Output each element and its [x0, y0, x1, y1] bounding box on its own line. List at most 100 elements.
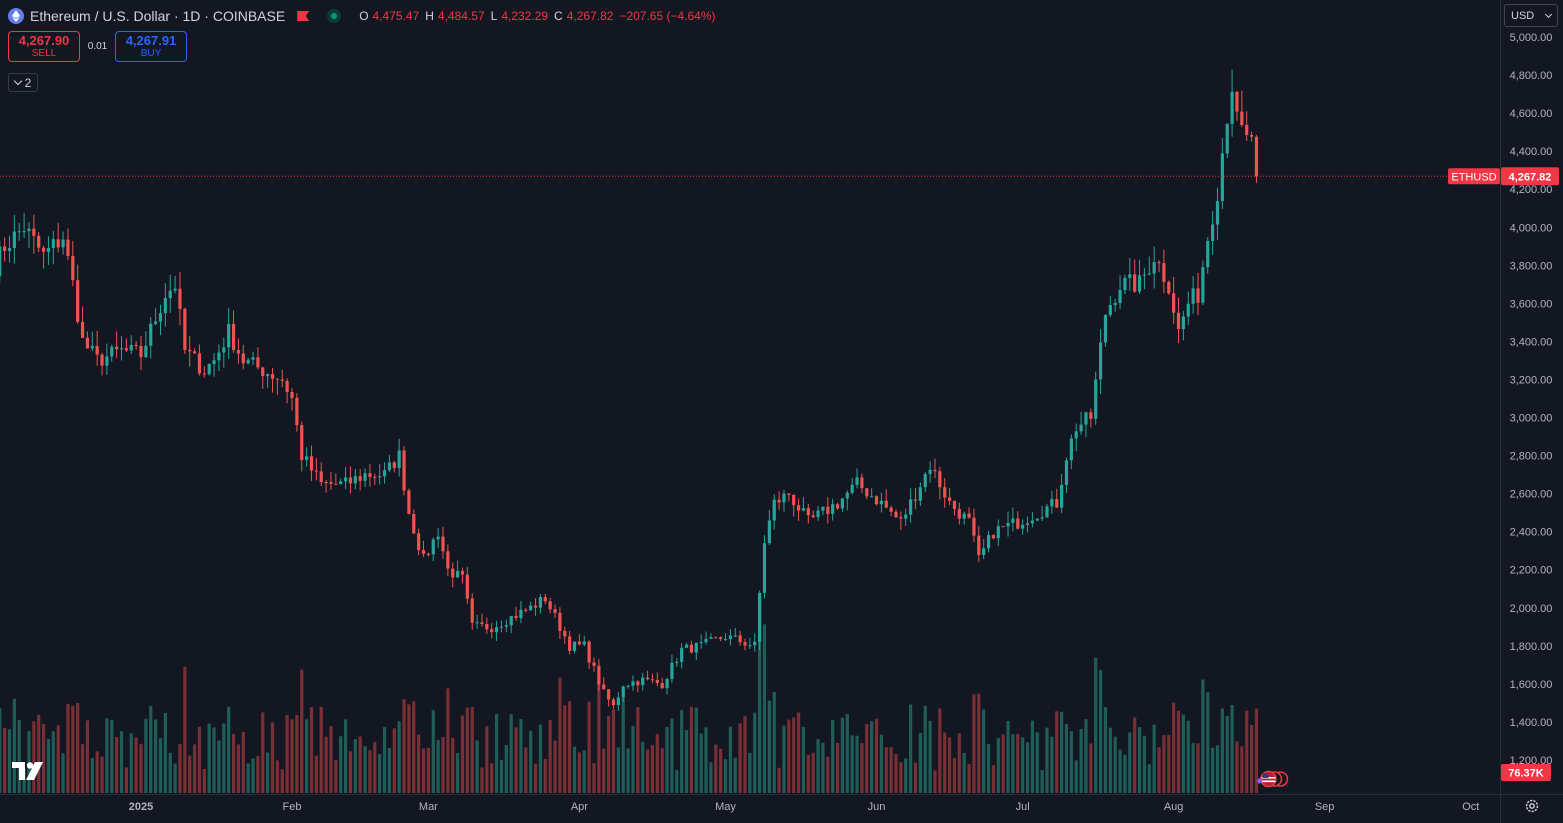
- volume-bar: [524, 747, 528, 793]
- volume-bar: [1152, 724, 1156, 793]
- candle-up: [704, 631, 708, 645]
- volume-bar: [1035, 732, 1039, 793]
- ethereum-icon[interactable]: [8, 8, 24, 24]
- last-price-badge: ETHUSD 4,267.82: [1448, 167, 1559, 186]
- volume-bar: [46, 738, 51, 793]
- indicators-toggle-button[interactable]: 2: [8, 73, 38, 92]
- tradingview-logo-icon[interactable]: [12, 762, 44, 780]
- volume-bar: [139, 744, 143, 793]
- volume-bar: [197, 726, 202, 793]
- market-status-icon[interactable]: [327, 9, 342, 23]
- volume-bar: [870, 721, 874, 793]
- volume-bar: [1055, 711, 1059, 793]
- buy-button[interactable]: 4,267.91 BUY: [115, 31, 187, 62]
- volume-bar: [1249, 725, 1254, 793]
- price-tick-label: 4,400.00: [1510, 146, 1553, 158]
- candle-up: [105, 343, 109, 375]
- symbol-legend: Ethereum / U.S. Dollar · 1D · COINBASE O…: [8, 6, 718, 26]
- volume-bar: [275, 760, 279, 793]
- volume-bar: [295, 715, 299, 793]
- price-tick-label: 2,200.00: [1510, 565, 1553, 577]
- candle-down: [514, 606, 518, 621]
- candle-up: [436, 528, 440, 549]
- candle-down: [241, 344, 245, 370]
- candle-down: [991, 534, 996, 540]
- volume-bar: [909, 704, 913, 793]
- diamond-icon[interactable]: [1256, 778, 1263, 784]
- volume-bar: [577, 752, 581, 793]
- volume-bar: [490, 763, 494, 793]
- price-tick-label: 3,000.00: [1510, 413, 1553, 425]
- candle-down: [329, 471, 333, 490]
- currency-select[interactable]: USD: [1504, 4, 1558, 27]
- candle-down: [611, 697, 616, 709]
- volume-bar: [183, 666, 187, 793]
- time-tick-label: Sep: [1315, 801, 1335, 813]
- volume-bar: [538, 724, 543, 793]
- candle-up: [227, 307, 231, 359]
- volume-bar: [645, 749, 650, 793]
- volume-bar: [597, 678, 601, 793]
- volume-bar: [51, 731, 55, 793]
- events-layer[interactable]: [1256, 770, 1289, 788]
- candle-down: [558, 607, 562, 639]
- flag-icon[interactable]: [297, 11, 310, 21]
- gear-icon[interactable]: [1524, 798, 1540, 814]
- volume-bar: [397, 721, 401, 793]
- candle-up: [1069, 434, 1073, 470]
- candle-up: [1074, 423, 1078, 452]
- candle-down: [1176, 297, 1181, 344]
- volume-bar: [173, 763, 177, 793]
- volume-bar: [470, 707, 474, 793]
- volume-bar: [363, 746, 367, 793]
- candle-up: [753, 633, 757, 652]
- price-axis[interactable]: 5,000.00 4,800.00 4,600.00 4,400.00 4,200.00…: [1510, 32, 1553, 767]
- volume-bar: [305, 719, 309, 793]
- candle-down: [124, 338, 128, 353]
- volume-bar: [835, 742, 840, 793]
- spread-value: 0.01: [87, 41, 108, 52]
- volume-bar: [762, 624, 767, 793]
- volume-bar: [1021, 737, 1025, 793]
- candle-down: [938, 466, 942, 500]
- volume-bar: [154, 719, 158, 793]
- volume-bar: [723, 759, 728, 793]
- sell-button[interactable]: 4,267.90 SELL: [8, 31, 80, 62]
- candle-down: [933, 458, 937, 479]
- candle-down: [231, 310, 236, 353]
- candle-down: [607, 688, 611, 707]
- volume-bar: [1225, 715, 1229, 793]
- volume-bar: [889, 747, 893, 793]
- volume-bar: [982, 709, 986, 793]
- volume-bar: [1186, 720, 1190, 793]
- volume-bar: [719, 748, 723, 793]
- candle-down: [66, 228, 70, 261]
- candle-up: [1137, 259, 1142, 294]
- candle-up: [1191, 276, 1195, 314]
- time-axis[interactable]: 2025 Feb Mar Apr May Jun Jul Aug Sep Oct: [129, 801, 1480, 813]
- candle-up: [343, 467, 348, 490]
- symbol-title[interactable]: Ethereum / U.S. Dollar · 1D · COINBASE: [30, 8, 286, 24]
- candle-down: [319, 462, 323, 487]
- volume-bar: [417, 734, 421, 793]
- us-flag-icon[interactable]: [1260, 770, 1277, 788]
- candle-down: [865, 488, 869, 500]
- candle-up: [782, 489, 786, 512]
- volume-bar: [738, 723, 742, 793]
- candle-up: [17, 222, 21, 241]
- volume-bar: [1089, 743, 1093, 793]
- volume-bar: [266, 752, 270, 793]
- candle-up: [61, 231, 65, 255]
- candle-up: [51, 230, 55, 265]
- candle-down: [290, 388, 294, 411]
- volume-bar: [670, 718, 674, 793]
- candle-down: [636, 680, 640, 693]
- candle-down: [548, 597, 552, 614]
- candle-down: [309, 445, 314, 482]
- candle-up: [1225, 123, 1229, 159]
- volume-bar: [1254, 708, 1259, 793]
- candle-up: [1201, 260, 1205, 306]
- volume-bar: [1142, 735, 1147, 793]
- volume-bar: [290, 719, 294, 793]
